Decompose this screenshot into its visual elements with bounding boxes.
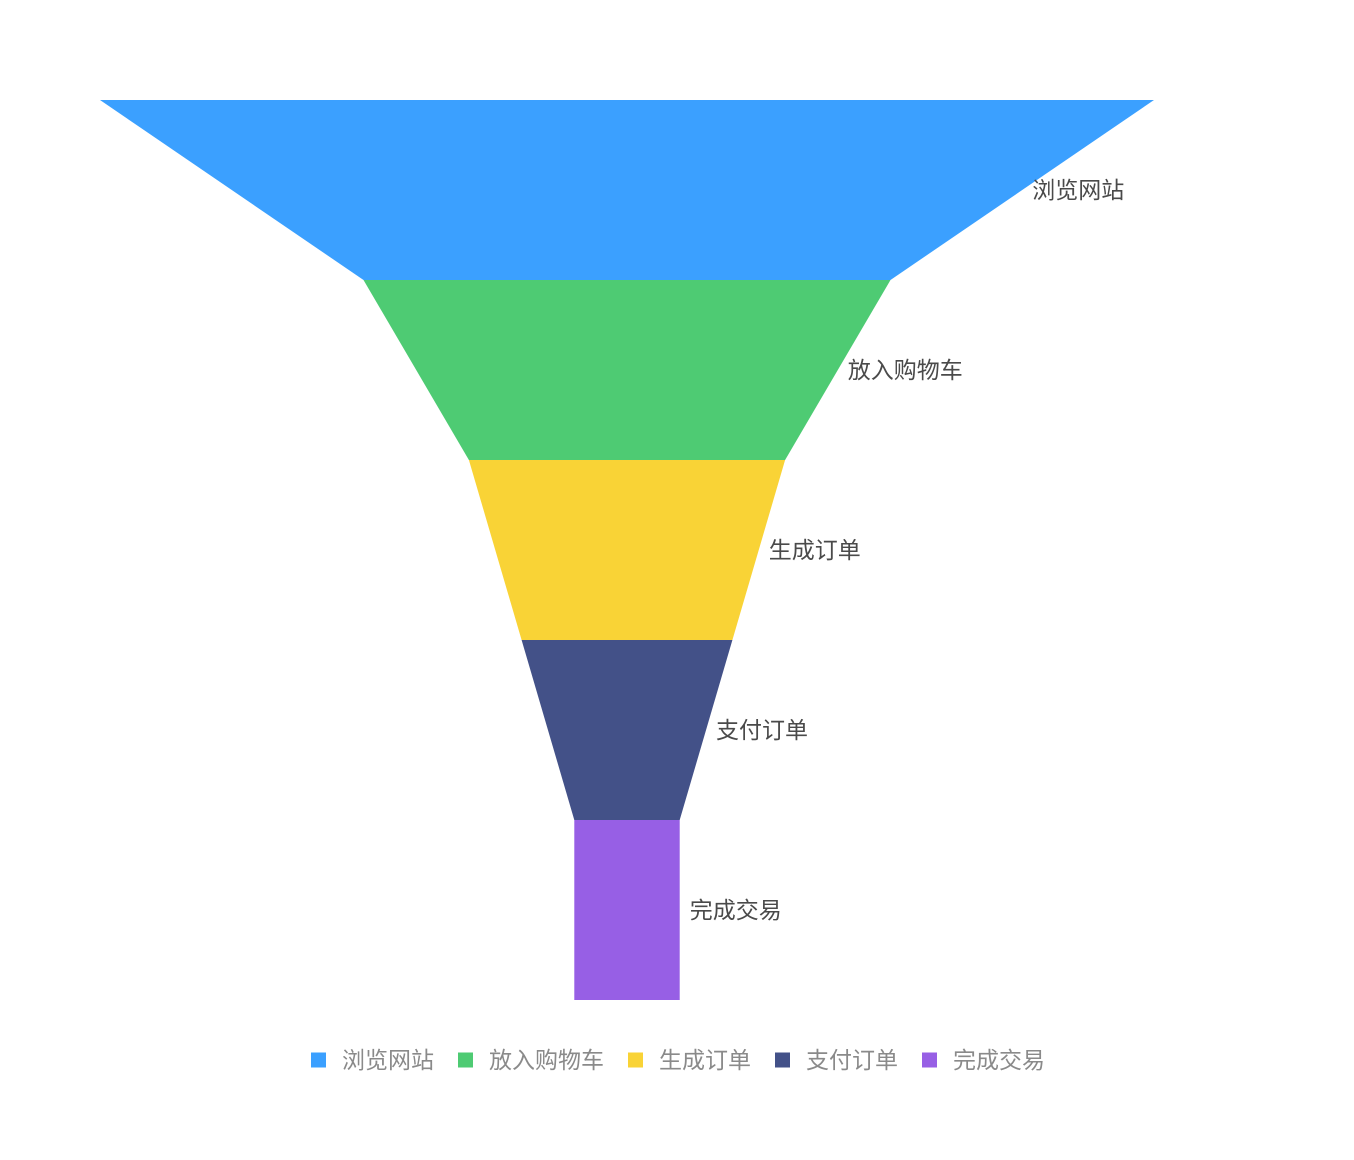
legend: 浏览网站 放入购物车 生成订单 支付订单 完成交易 — [311, 1048, 1045, 1074]
funnel-layer — [100, 100, 1154, 1000]
legend-item-3[interactable]: 生成订单 — [628, 1048, 751, 1074]
funnel-stage-3[interactable] — [468, 460, 786, 640]
funnel-stage-label-5: 完成交易 — [690, 898, 782, 924]
legend-item-5[interactable]: 完成交易 — [922, 1048, 1045, 1074]
legend-swatch-3 — [628, 1052, 643, 1068]
funnel-stage-label-1: 浏览网站 — [1032, 178, 1124, 204]
legend-swatch-2 — [458, 1052, 473, 1068]
legend-item-4[interactable]: 支付订单 — [775, 1048, 898, 1074]
legend-label-5: 完成交易 — [953, 1048, 1045, 1074]
funnel-stage-2[interactable] — [363, 280, 891, 460]
funnel-stage-label-4: 支付订单 — [716, 718, 808, 744]
funnel-stage-5[interactable] — [574, 820, 680, 1000]
funnel-stage-label-2: 放入购物车 — [848, 358, 963, 384]
legend-label-2: 放入购物车 — [489, 1048, 604, 1074]
funnel-stage-label-3: 生成订单 — [769, 538, 861, 564]
legend-swatch-4 — [775, 1052, 790, 1068]
funnel-stage-4[interactable] — [521, 640, 733, 820]
legend-label-4: 支付订单 — [806, 1048, 898, 1074]
legend-swatch-5 — [922, 1052, 937, 1068]
legend-label-3: 生成订单 — [659, 1048, 751, 1074]
legend-swatch-1 — [311, 1052, 326, 1068]
legend-item-1[interactable]: 浏览网站 — [311, 1048, 434, 1074]
funnel-stage-1[interactable] — [100, 100, 1154, 280]
legend-item-2[interactable]: 放入购物车 — [458, 1048, 604, 1074]
legend-label-1: 浏览网站 — [342, 1048, 434, 1074]
